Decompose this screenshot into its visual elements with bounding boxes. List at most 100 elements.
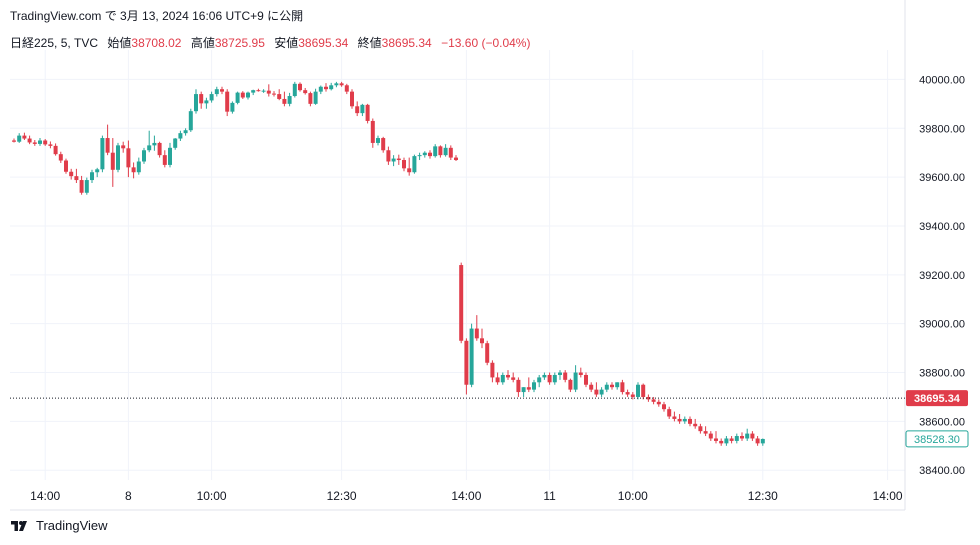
candle [116, 142, 120, 173]
candle-body [303, 90, 308, 94]
candle-body [454, 157, 458, 161]
candle [370, 118, 375, 148]
candle [672, 411, 677, 422]
y-tick-label: 39600.00 [919, 172, 965, 184]
x-tick-label: 14:00 [451, 489, 481, 503]
candle-body [58, 154, 63, 161]
high-label: 高値 [190, 36, 215, 50]
candle [521, 387, 526, 397]
candle-body [329, 85, 334, 90]
candle [173, 138, 178, 150]
candle-body [12, 140, 16, 142]
candle [246, 91, 250, 100]
candle-body [261, 90, 266, 92]
candle [282, 91, 287, 107]
candle [485, 340, 490, 366]
x-tick-label: 10:00 [618, 489, 648, 503]
y-tick-label: 39800.00 [919, 123, 965, 135]
publish-attribution: TradingView.com で 3月 13, 2024 16:06 UTC+… [10, 9, 304, 23]
candle-body [646, 396, 651, 400]
candle [256, 88, 261, 92]
candle-body [417, 155, 422, 157]
candle-body [69, 171, 74, 177]
candle [594, 382, 599, 397]
candle-body [240, 92, 245, 98]
candle-body [292, 83, 297, 97]
candle-body [53, 145, 58, 155]
candle [542, 372, 547, 380]
candle [537, 374, 542, 388]
candle [168, 142, 172, 168]
y-tick-label: 40000.00 [919, 74, 965, 86]
candle-body [136, 161, 141, 173]
y-tick-label: 38800.00 [919, 368, 965, 380]
candle [251, 89, 256, 96]
candle [204, 97, 209, 109]
candle [79, 175, 84, 195]
candle [615, 382, 620, 390]
candle [12, 138, 16, 143]
candle-body [428, 152, 432, 157]
candle-body [506, 374, 510, 378]
candle-body [495, 377, 500, 383]
candle-body [625, 392, 630, 395]
candle [651, 396, 656, 405]
candle-body [266, 90, 271, 94]
candle-body [308, 93, 313, 104]
candle-body [563, 372, 568, 380]
candle [287, 92, 292, 107]
candle [656, 399, 661, 407]
current-price-label: 38528.30 [914, 434, 960, 446]
candle-body [318, 86, 323, 92]
candle [157, 141, 162, 158]
candle-body [365, 104, 370, 121]
candle-body [407, 168, 412, 173]
candle-body [703, 431, 708, 434]
candle [407, 157, 412, 176]
candle [433, 144, 438, 158]
candle-body [402, 160, 406, 169]
candle-body [662, 404, 666, 410]
change-value: −13.60 (−0.04%) [441, 36, 531, 50]
candle [324, 83, 328, 92]
candle [381, 136, 386, 153]
candle [464, 338, 469, 395]
candle-body [27, 138, 32, 143]
tradingview-logo-icon [11, 520, 27, 531]
candle [688, 416, 692, 427]
candle [199, 91, 204, 109]
candle [677, 414, 682, 424]
candle-body [220, 89, 224, 92]
candle-body [589, 384, 594, 390]
candle [350, 89, 354, 109]
candle-body [630, 394, 635, 397]
candle-body [282, 98, 287, 104]
candle [516, 377, 521, 397]
candle-body [162, 155, 167, 165]
candle-body [370, 120, 375, 143]
candle [235, 91, 240, 105]
candle-body [459, 265, 464, 341]
candle [183, 128, 188, 136]
candle-body [734, 436, 739, 441]
candle-body [750, 433, 755, 439]
candle-body [43, 140, 48, 145]
candle [693, 418, 698, 429]
candle-body [391, 158, 396, 162]
candle [760, 438, 765, 446]
candle-body [615, 382, 620, 388]
low-label: 安値 [274, 36, 299, 50]
candle [266, 84, 271, 97]
candle-body [532, 382, 536, 390]
candle [480, 328, 484, 349]
x-tick-label: 14:00 [30, 489, 60, 503]
candle-body [251, 90, 256, 93]
candle [745, 428, 750, 441]
candle-body [552, 374, 557, 383]
candle [412, 154, 417, 174]
candle-body [594, 389, 599, 395]
candle-body [298, 83, 302, 91]
candle-body [256, 90, 261, 92]
candle [662, 401, 666, 412]
